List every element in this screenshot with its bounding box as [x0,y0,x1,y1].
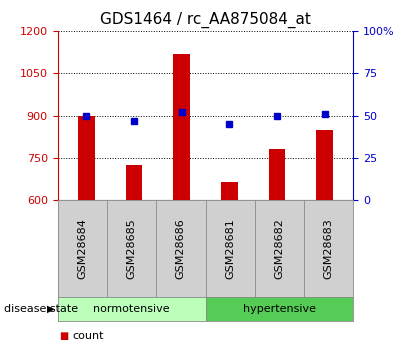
Text: GSM28684: GSM28684 [77,218,87,279]
Text: normotensive: normotensive [93,304,170,314]
Title: GDS1464 / rc_AA875084_at: GDS1464 / rc_AA875084_at [100,12,311,28]
Bar [78,116,95,200]
Text: GSM28686: GSM28686 [176,218,186,279]
Bar [221,182,238,200]
Text: GSM28682: GSM28682 [275,218,284,279]
Bar [125,165,142,200]
Text: count: count [72,331,104,341]
Text: ▶: ▶ [47,304,55,314]
Text: disease state: disease state [4,304,78,314]
Bar [269,149,286,200]
Text: ■: ■ [60,331,69,341]
Text: GSM28681: GSM28681 [225,218,235,279]
Text: GSM28683: GSM28683 [324,218,334,279]
Bar [173,53,190,200]
Text: GSM28685: GSM28685 [127,218,136,279]
Text: hypertensive: hypertensive [243,304,316,314]
Bar [316,130,333,200]
